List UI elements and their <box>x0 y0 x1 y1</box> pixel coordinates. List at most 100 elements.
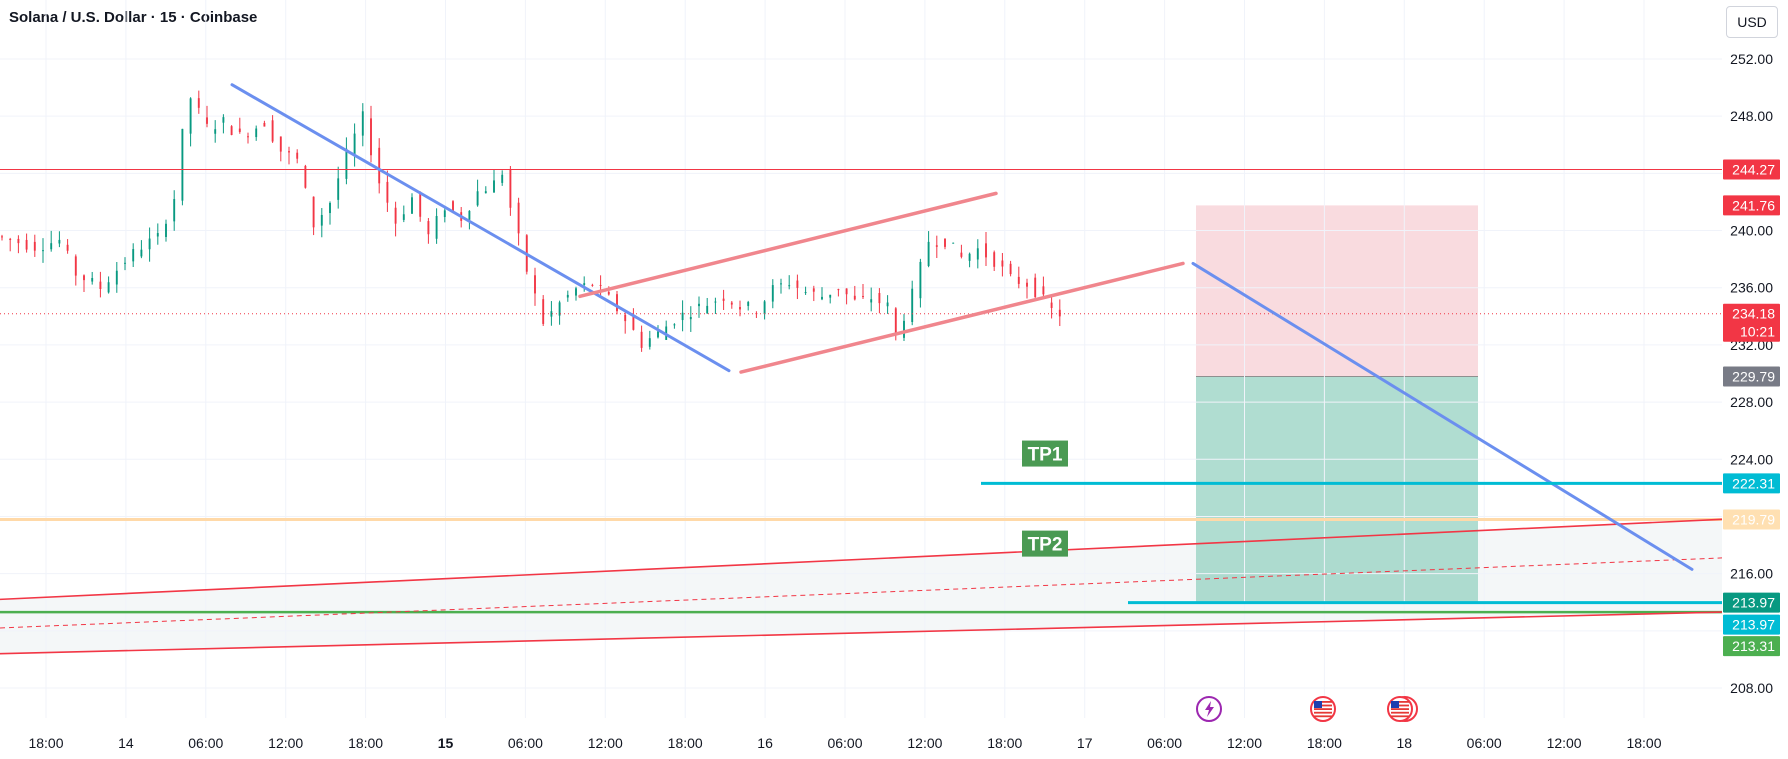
price-tag-bg <box>1723 195 1780 216</box>
candle-body <box>722 298 725 301</box>
price-tick-label: 248.00 <box>1730 108 1773 124</box>
price-axis: 208.00216.00224.00228.00232.00236.00240.… <box>1723 51 1780 696</box>
price-tag-bg <box>1723 159 1780 180</box>
price-tag-value: 241.76 <box>1732 197 1775 213</box>
price-tick-label: 224.00 <box>1730 451 1773 467</box>
flag-stripe <box>1314 708 1332 710</box>
tp2-badge-bg <box>1022 530 1068 557</box>
candle-body <box>271 120 274 142</box>
projection-downtrend-line <box>1191 261 1694 571</box>
candle-body <box>222 117 225 123</box>
candle-body <box>312 196 315 228</box>
candle-body <box>837 289 840 291</box>
candle-body <box>550 311 553 317</box>
candle-body <box>796 280 799 288</box>
candle-body <box>821 296 823 300</box>
price-level-tag: 244.27 <box>1723 159 1780 180</box>
candle-body <box>575 288 577 296</box>
candle-body <box>156 233 159 237</box>
candle-body <box>206 117 208 124</box>
candle-body <box>115 270 118 285</box>
price-tick-label: 228.00 <box>1730 394 1773 410</box>
price-tag-value: 219.79 <box>1732 511 1775 527</box>
candle-body <box>91 278 94 282</box>
candle-body <box>435 216 438 239</box>
candle-body <box>976 248 979 260</box>
time-tick-label: 12:00 <box>588 735 623 751</box>
price-level-tag: 234.18 10:21 <box>1723 303 1780 342</box>
candle-body <box>804 292 807 294</box>
candle-body <box>58 239 61 244</box>
stop-loss-zone <box>1196 205 1478 377</box>
candle-body <box>402 214 405 220</box>
candle-body <box>238 128 241 132</box>
lightning-event-icon[interactable] <box>1196 696 1222 722</box>
price-tag-bg <box>1723 509 1780 530</box>
candle-body <box>99 281 102 289</box>
candle-body <box>214 129 217 134</box>
time-tick-label: 06:00 <box>188 735 223 751</box>
candle-body <box>304 165 307 188</box>
price-tag-value: 222.31 <box>1732 475 1775 491</box>
price-tag-value: 234.18 <box>1732 306 1775 322</box>
price-tag-bg <box>1723 592 1780 613</box>
candle-body <box>698 303 700 307</box>
candle-body <box>197 98 200 108</box>
candle-body <box>452 201 454 212</box>
candle-body <box>361 111 364 136</box>
price-tag-bg <box>1723 303 1780 342</box>
price-level-tag: 213.97 <box>1723 592 1780 613</box>
downtrend-line <box>230 83 731 373</box>
candle-body <box>132 249 135 262</box>
price-tag-value: 213.97 <box>1732 617 1775 633</box>
grid-lines <box>0 0 1722 718</box>
candle-body <box>370 118 372 156</box>
time-tick-label: 18 <box>1397 735 1413 751</box>
candle-body <box>419 191 422 217</box>
time-tick-label: 06:00 <box>1467 735 1502 751</box>
candle-body <box>25 239 28 250</box>
candle-body <box>33 241 36 251</box>
chart-title: Solana / U.S. Dollar · 15 · Coinbase <box>9 9 258 26</box>
candle-body <box>542 299 545 324</box>
candle-body <box>279 136 282 152</box>
flag-stripe <box>1391 715 1409 718</box>
currency-selector-button[interactable]: USD <box>1726 6 1778 38</box>
time-tick-label: 12:00 <box>1227 735 1262 751</box>
candle-body <box>829 294 832 298</box>
price-level-tag: 229.79 <box>1723 366 1780 387</box>
candlestick-series <box>1 90 1061 352</box>
time-tick-label: 18:00 <box>28 735 63 751</box>
candle-body <box>50 243 53 250</box>
candle-body <box>730 302 733 305</box>
time-tick-label: 17 <box>1077 735 1093 751</box>
price-tick-label: 252.00 <box>1730 51 1773 67</box>
candle-body <box>968 253 971 261</box>
candle-body <box>534 275 536 294</box>
drawing-tools: TP1 TP2 <box>0 83 1723 655</box>
time-tick-label: 12:00 <box>1547 735 1582 751</box>
candle-body <box>1026 282 1028 287</box>
candle-body <box>165 223 167 237</box>
candle-body <box>714 301 717 303</box>
candle-body <box>993 252 996 267</box>
candle-body <box>903 320 905 338</box>
candle-body <box>493 180 495 193</box>
us-flag-event-icon[interactable] <box>1310 696 1336 722</box>
flag-canton <box>1391 701 1399 708</box>
candle-body <box>9 238 12 240</box>
candle-body <box>640 331 643 348</box>
candle-body <box>780 283 782 285</box>
candle-body <box>1034 277 1037 297</box>
time-tick-label: 06:00 <box>1147 735 1182 751</box>
candle-body <box>591 284 594 286</box>
us-flag-event-multi-icon[interactable] <box>1387 696 1418 722</box>
candle-body <box>886 302 889 307</box>
candle-body <box>1042 286 1045 295</box>
channel-bottom-line <box>739 261 1185 374</box>
candle-body <box>845 288 848 295</box>
candle-body <box>812 288 815 292</box>
candle-body <box>263 122 266 127</box>
flag-stripe <box>1391 701 1409 703</box>
